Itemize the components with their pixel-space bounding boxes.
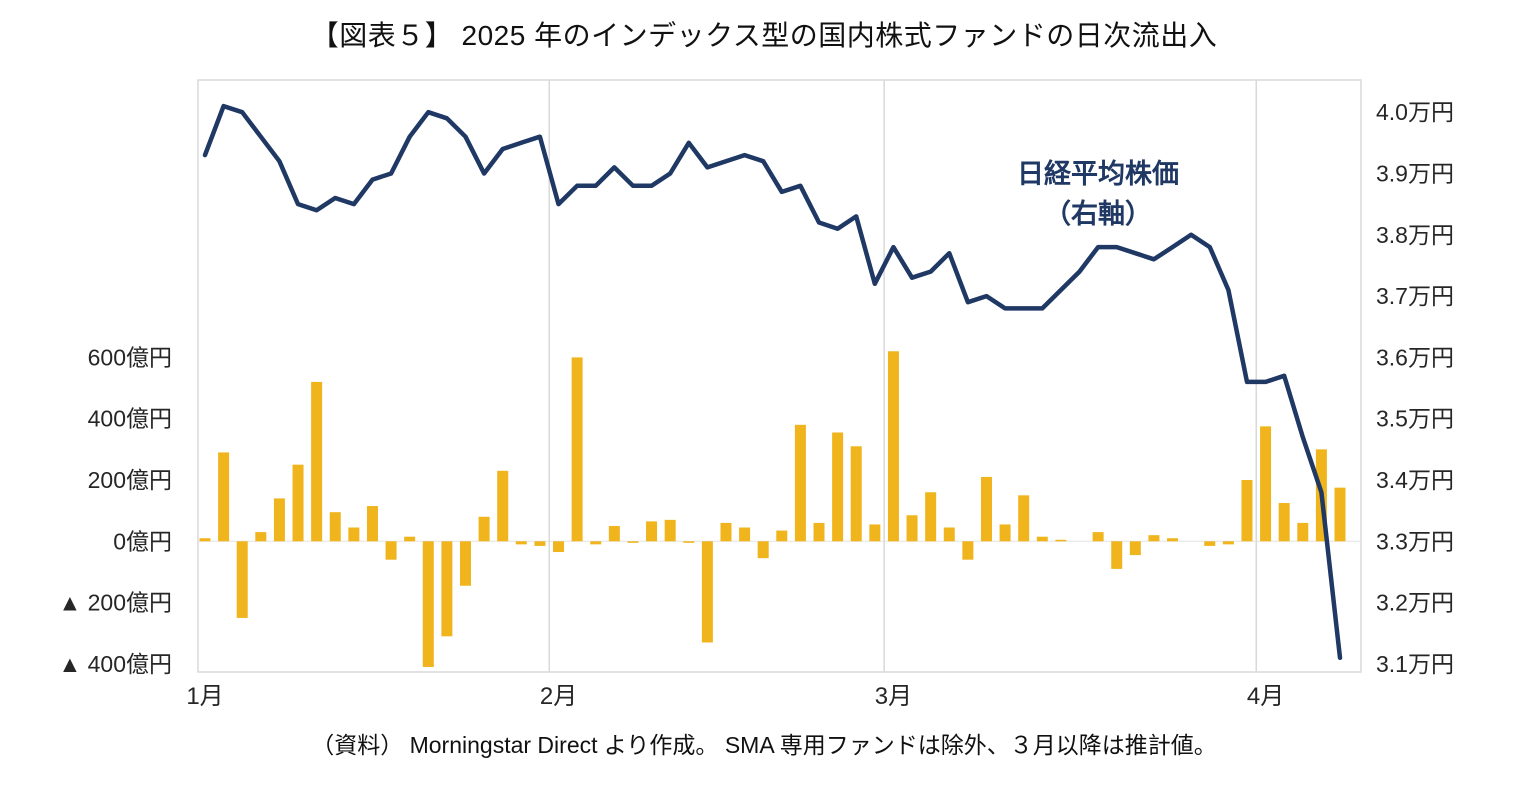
flow-bar bbox=[925, 492, 937, 542]
flow-bar bbox=[1278, 502, 1290, 542]
flow-bar bbox=[218, 452, 230, 542]
right-axis-tick: 3.9万円 bbox=[1376, 161, 1454, 187]
flow-bar bbox=[534, 541, 546, 546]
flow-bar bbox=[776, 530, 788, 542]
right-axis-tick: 3.1万円 bbox=[1376, 651, 1454, 677]
right-axis-tick: 3.4万円 bbox=[1376, 467, 1454, 493]
flow-bar bbox=[943, 527, 955, 542]
flow-bar bbox=[701, 541, 713, 643]
flow-bar bbox=[199, 538, 211, 542]
flow-bar bbox=[1092, 532, 1104, 542]
left-axis-tick: 600億円 bbox=[88, 344, 172, 370]
flow-bar bbox=[422, 541, 434, 667]
flow-bar bbox=[236, 541, 248, 618]
flow-bar bbox=[627, 541, 639, 543]
left-axis-tick: ▲ 400億円 bbox=[58, 651, 172, 677]
flow-bar bbox=[1297, 522, 1309, 542]
left-axis-tick: 400億円 bbox=[88, 406, 172, 432]
right-axis-tick: 3.6万円 bbox=[1376, 344, 1454, 370]
x-axis-label: 3月 bbox=[875, 683, 912, 710]
flow-bar bbox=[1055, 539, 1067, 542]
nikkei-annotation-line2: （右軸） bbox=[1044, 199, 1152, 229]
flow-bar bbox=[962, 541, 974, 560]
flow-bar bbox=[273, 498, 285, 542]
flow-bar bbox=[515, 541, 527, 545]
right-axis-tick: 3.8万円 bbox=[1376, 222, 1454, 248]
right-axis-tick: 3.7万円 bbox=[1376, 283, 1454, 309]
flow-bar bbox=[459, 541, 471, 586]
flow-bar bbox=[664, 519, 676, 542]
flow-bar bbox=[571, 357, 583, 542]
flow-bar bbox=[1111, 541, 1123, 569]
right-axis-tick: 3.3万円 bbox=[1376, 528, 1454, 554]
flow-bar bbox=[869, 524, 881, 542]
flow-bar bbox=[608, 525, 620, 542]
flow-bar bbox=[366, 506, 378, 542]
flow-bar bbox=[255, 532, 267, 542]
flow-bar bbox=[1148, 535, 1160, 542]
x-axis-label: 4月 bbox=[1247, 683, 1284, 710]
x-axis-label: 1月 bbox=[186, 683, 223, 710]
flow-bar bbox=[1334, 487, 1346, 542]
left-axis-tick: ▲ 200億円 bbox=[58, 590, 172, 616]
nikkei-polyline bbox=[202, 103, 1343, 661]
nikkei-annotation-line1: 日経平均株価 bbox=[1017, 158, 1179, 189]
flow-bar bbox=[999, 524, 1011, 542]
x-axis-label: 2月 bbox=[540, 683, 577, 710]
flow-bar bbox=[757, 541, 769, 559]
right-axis-tick: 4.0万円 bbox=[1376, 99, 1454, 125]
flow-bar bbox=[646, 521, 658, 542]
flow-bar bbox=[887, 351, 899, 542]
flow-bar bbox=[311, 381, 323, 542]
grid-layer bbox=[197, 79, 1362, 673]
nikkei-line bbox=[202, 103, 1343, 661]
flow-bar bbox=[348, 527, 360, 542]
flow-bar bbox=[1018, 495, 1030, 542]
flow-bar bbox=[739, 527, 751, 542]
flow-bar bbox=[441, 541, 453, 637]
flow-bar bbox=[292, 464, 304, 542]
left-axis-tick: 0億円 bbox=[113, 528, 172, 554]
flow-bar bbox=[553, 541, 565, 553]
flow-bar bbox=[1129, 541, 1141, 556]
chart-title: 【図表５】 2025 年のインデックス型の国内株式ファンドの日次流出入 bbox=[310, 20, 1218, 51]
axis-labels: 1月 2月 3月 4月 600億円 400億円 200億円 0億円 ▲ 200億円 ▲ 400億円… bbox=[58, 99, 1454, 710]
right-axis-tick: 3.2万円 bbox=[1376, 590, 1454, 616]
flow-bar bbox=[1167, 538, 1179, 542]
flow-bar bbox=[683, 541, 695, 543]
flow-bar bbox=[980, 476, 992, 542]
flow-bar bbox=[329, 512, 341, 542]
source-note: （資料） Morningstar Direct より作成。 SMA 専用ファンド… bbox=[311, 732, 1217, 758]
flow-bar bbox=[906, 515, 918, 542]
flow-bar bbox=[1241, 480, 1253, 542]
left-axis-tick: 200億円 bbox=[88, 467, 172, 493]
flow-bar bbox=[813, 522, 825, 542]
flow-bar bbox=[832, 432, 844, 542]
flow-bar bbox=[1260, 426, 1272, 542]
flow-bar bbox=[1222, 541, 1234, 545]
plot-frame bbox=[197, 79, 1362, 673]
right-axis-tick: 3.5万円 bbox=[1376, 406, 1454, 432]
flow-bar bbox=[794, 424, 806, 542]
flow-bar bbox=[497, 470, 509, 542]
flow-bar bbox=[720, 522, 732, 542]
flow-bar bbox=[404, 536, 416, 542]
flow-bar bbox=[385, 541, 397, 560]
flow-bar bbox=[1204, 541, 1216, 546]
flow-bar bbox=[1036, 536, 1048, 542]
flow-bar bbox=[590, 541, 602, 545]
flow-bar bbox=[850, 446, 862, 542]
flow-bars bbox=[199, 351, 1346, 667]
flow-bar bbox=[478, 516, 490, 542]
